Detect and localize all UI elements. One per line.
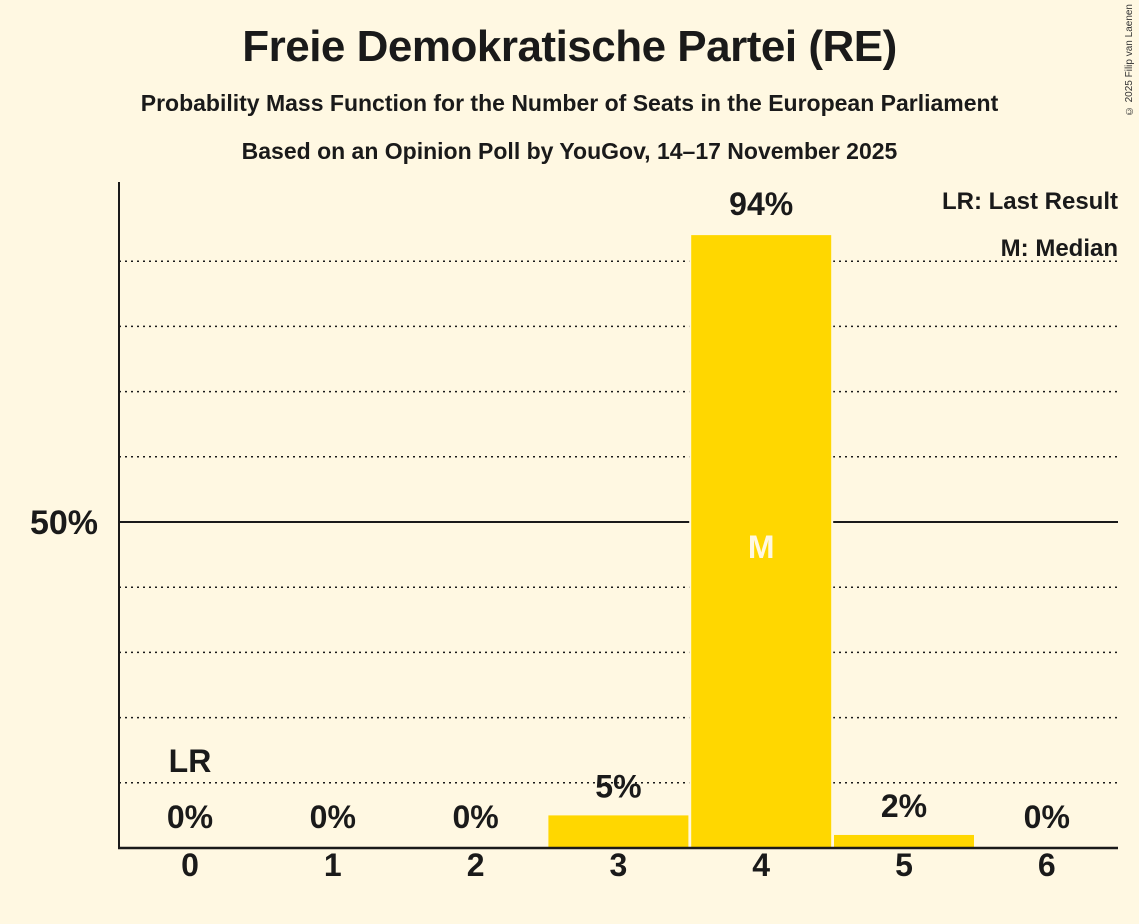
x-tick-label: 1 bbox=[324, 847, 342, 883]
x-tick-label: 4 bbox=[752, 847, 770, 883]
value-label: 0% bbox=[1024, 799, 1070, 835]
value-label: 0% bbox=[452, 799, 498, 835]
x-tick-label: 2 bbox=[467, 847, 485, 883]
legend-median: M: Median bbox=[1001, 235, 1118, 262]
y-tick-label: 50% bbox=[30, 504, 98, 542]
chart-subtitle: Probability Mass Function for the Number… bbox=[140, 90, 999, 116]
value-label: 2% bbox=[881, 788, 927, 824]
axes: 50% bbox=[30, 182, 1118, 850]
x-tick-label: 6 bbox=[1038, 847, 1056, 883]
bar-seat-3 bbox=[548, 815, 689, 848]
last-result-marker: LR bbox=[169, 743, 212, 779]
legend-last-result: LR: Last Result bbox=[942, 188, 1118, 215]
chart-title: Freie Demokratische Partei (RE) bbox=[242, 22, 897, 71]
bars bbox=[546, 235, 976, 848]
x-tick-label: 5 bbox=[895, 847, 913, 883]
x-tick-label: 3 bbox=[610, 847, 628, 883]
gridlines bbox=[119, 260, 1118, 784]
bar-seat-4 bbox=[691, 235, 832, 848]
value-labels: 0% 0 0% 1 0% 2 5% 3 94% 4 2% 5 0% 6 LR M bbox=[167, 186, 1070, 883]
x-tick-label: 0 bbox=[181, 847, 199, 883]
value-label: 0% bbox=[167, 799, 213, 835]
median-marker: M bbox=[748, 529, 775, 565]
value-label: 5% bbox=[595, 768, 641, 804]
value-label: 0% bbox=[310, 799, 356, 835]
chart-source: Based on an Opinion Poll by YouGov, 14–1… bbox=[241, 138, 898, 164]
value-label: 94% bbox=[729, 186, 793, 222]
bar-seat-5 bbox=[834, 834, 974, 848]
